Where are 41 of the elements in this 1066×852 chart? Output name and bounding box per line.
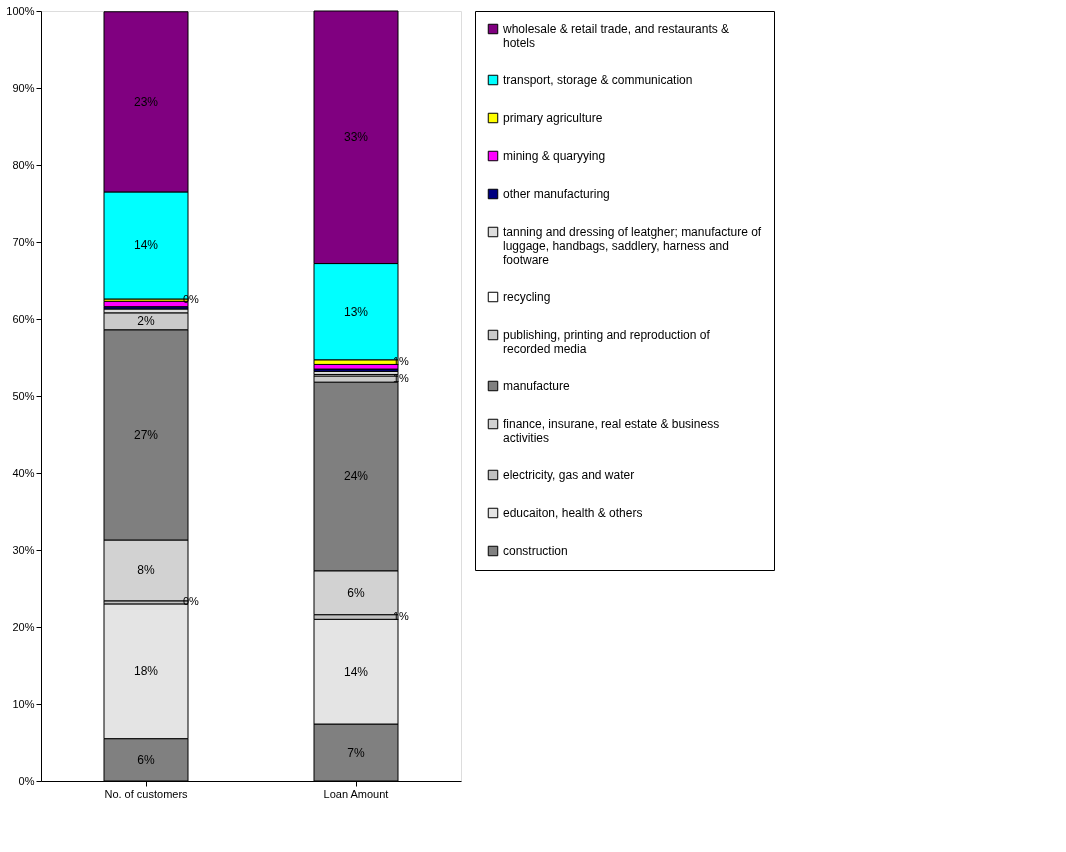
legend-label: construction: [503, 544, 568, 558]
data-label: 33%: [343, 130, 369, 145]
legend-label: manufacture: [503, 379, 571, 393]
data-label: 18%: [133, 664, 159, 679]
legend-label: tanning and dressing of leatgher; manufacture of luggage, handbags, saddlery, harness and footware: [503, 225, 762, 267]
data-label: 8%: [137, 563, 155, 578]
y-tick-label: 90%: [12, 81, 35, 94]
y-tick-label: 50%: [12, 389, 35, 402]
x-tick-label: No. of customers: [104, 787, 189, 800]
legend-label: wholesale & retail trade, and restaurants & hotels: [502, 22, 730, 50]
y-tick-label: 40%: [12, 466, 35, 479]
y-tick-label: 80%: [12, 158, 35, 171]
legend-label: educaiton, health & others: [503, 506, 643, 520]
legend-label: finance, insurane, real estate & business activities: [503, 417, 720, 445]
data-label: 14%: [343, 664, 369, 679]
legend-label: transport, storage & communication: [503, 73, 693, 87]
data-label: 13%: [343, 304, 369, 319]
legend-label: recycling: [503, 290, 551, 304]
data-label: 6%: [347, 585, 365, 600]
bar: [103, 306, 189, 310]
x-tick-label: Loan Amount: [323, 787, 389, 800]
data-label: 14%: [133, 238, 159, 253]
data-label: 23%: [133, 94, 159, 109]
bar: [313, 363, 399, 370]
y-tick-label: 0%: [18, 774, 35, 787]
y-tick-label: 30%: [12, 543, 35, 556]
y-tick-label: 20%: [12, 620, 35, 633]
legend-label: publishing, printing and reproduction of recorded media: [503, 328, 711, 356]
legend-label: primary agriculture: [503, 111, 603, 125]
data-label: 6%: [137, 752, 155, 767]
data-label: 2%: [137, 314, 155, 329]
y-tick-label: 10%: [12, 697, 35, 710]
legend-label: mining & quaryying: [503, 149, 606, 163]
y-tick-label: 100%: [6, 4, 35, 17]
legend-label: other manufacturing: [503, 187, 610, 201]
data-label: 7%: [347, 745, 365, 760]
data-label: 24%: [343, 469, 369, 484]
data-label: 27%: [133, 427, 159, 442]
legend-label: electricity, gas and water: [503, 468, 635, 482]
y-tick-label: 60%: [12, 312, 35, 325]
y-tick-label: 70%: [12, 235, 35, 248]
